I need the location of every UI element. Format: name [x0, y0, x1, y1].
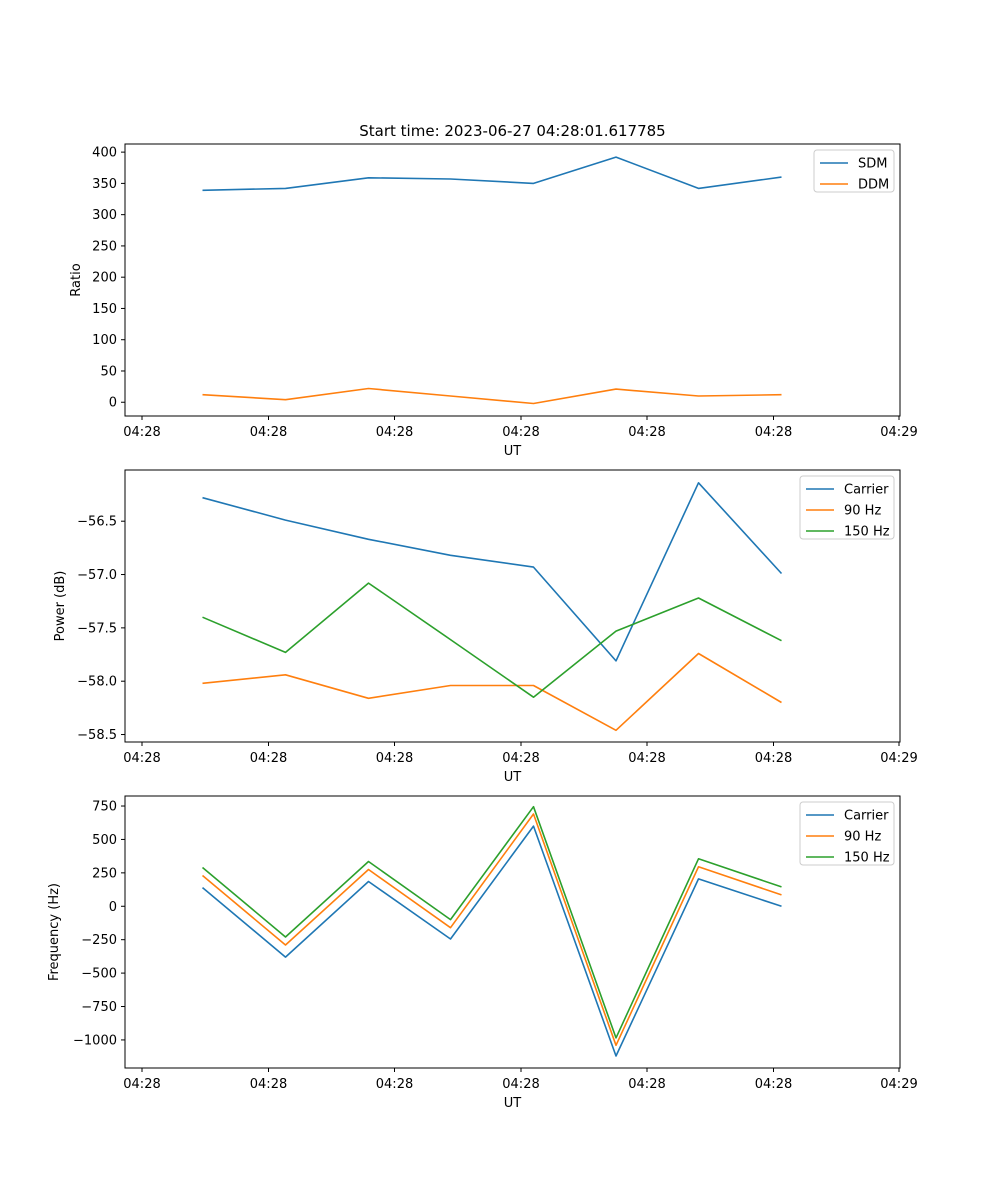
y-tick-label: 200 — [92, 271, 117, 286]
series-line — [202, 652, 782, 732]
y-tick-label: −58.0 — [77, 675, 117, 690]
y-axis-label: Power (dB) — [53, 571, 68, 642]
x-tick-label: 04:28 — [376, 751, 413, 766]
legend-label: 90 Hz — [844, 504, 881, 519]
y-tick-label: 250 — [92, 239, 117, 254]
legend-label: 150 Hz — [844, 525, 890, 540]
y-tick-label: −57.0 — [77, 568, 117, 583]
x-tick-label: 04:28 — [123, 1077, 160, 1092]
x-tick-label: 04:28 — [376, 425, 413, 440]
legend-label: Carrier — [844, 809, 889, 824]
x-tick-label: 04:28 — [502, 1077, 539, 1092]
x-tick-label: 04:29 — [880, 751, 917, 766]
x-tick-label: 04:28 — [502, 751, 539, 766]
legend-box — [799, 801, 895, 866]
x-tick-label: 04:29 — [880, 1077, 917, 1092]
axes-frame — [124, 143, 901, 417]
axes-frame — [124, 469, 901, 743]
y-tick-label: 150 — [92, 302, 117, 317]
legend-box — [799, 475, 895, 540]
series-line — [202, 481, 783, 662]
series-line — [202, 387, 782, 405]
chart-panels: 04:28 04:28 04:28 04:28 04:28 04:28 04:29 0 50 10… — [47, 143, 918, 1111]
series-line — [201, 813, 782, 1047]
x-axis-label: UT — [504, 770, 522, 785]
x-tick-label: 04:28 — [755, 1077, 792, 1092]
legend-label: SDM — [858, 157, 887, 172]
y-tick-label: 350 — [92, 177, 117, 192]
y-tick-label: −750 — [81, 1000, 117, 1015]
legend-label: DDM — [858, 178, 889, 193]
y-tick-label: 100 — [92, 333, 117, 348]
y-axis-label: Frequency (Hz) — [47, 883, 62, 981]
y-tick-label: 250 — [92, 866, 117, 881]
axes-frame — [124, 795, 901, 1069]
chart-panel: 04:28 04:28 04:28 04:28 04:28 04:28 04:29 −58.5… — [53, 469, 918, 785]
x-tick-label: 04:28 — [250, 425, 287, 440]
y-tick-label: 500 — [92, 833, 117, 848]
y-tick-label: 0 — [109, 396, 117, 411]
y-tick-label: 400 — [92, 146, 117, 161]
y-tick-label: −58.5 — [77, 728, 117, 743]
y-tick-label: −250 — [81, 933, 117, 948]
x-tick-label: 04:28 — [628, 751, 665, 766]
x-tick-label: 04:28 — [628, 1077, 665, 1092]
x-tick-label: 04:28 — [755, 751, 792, 766]
chart-panel: 04:28 04:28 04:28 04:28 04:28 04:28 04:29 0 50 10… — [69, 143, 918, 459]
legend-box — [813, 149, 895, 193]
y-tick-label: −500 — [81, 967, 117, 982]
y-axis-label: Ratio — [69, 263, 84, 296]
legend-label: 150 Hz — [844, 851, 890, 866]
y-tick-label: −1000 — [73, 1033, 117, 1048]
series-line — [201, 805, 782, 1039]
x-axis-label: UT — [504, 1096, 522, 1111]
legend: Carrier 90 Hz 150 Hz — [799, 801, 895, 866]
legend-label: 90 Hz — [844, 830, 881, 845]
x-tick-label: 04:28 — [376, 1077, 413, 1092]
legend: SDM DDM — [813, 149, 895, 193]
x-tick-label: 04:29 — [880, 425, 917, 440]
y-tick-label: 50 — [100, 364, 117, 379]
y-tick-label: −56.5 — [77, 515, 117, 530]
x-axis-label: UT — [504, 444, 522, 459]
x-tick-label: 04:28 — [755, 425, 792, 440]
y-tick-label: −57.5 — [77, 621, 117, 636]
chart-panel: 04:28 04:28 04:28 04:28 04:28 04:28 04:29 −1000… — [47, 795, 918, 1111]
x-tick-label: 04:28 — [123, 425, 160, 440]
series-line — [201, 825, 782, 1057]
x-tick-label: 04:28 — [628, 425, 665, 440]
legend: Carrier 90 Hz 150 Hz — [799, 475, 895, 540]
series-line — [202, 582, 782, 699]
x-tick-label: 04:28 — [123, 751, 160, 766]
y-tick-label: 750 — [92, 800, 117, 815]
series-line — [202, 156, 782, 192]
y-tick-label: 300 — [92, 208, 117, 223]
y-tick-label: 0 — [109, 900, 117, 915]
x-tick-label: 04:28 — [502, 425, 539, 440]
x-tick-label: 04:28 — [250, 751, 287, 766]
legend-label: Carrier — [844, 483, 889, 498]
figure-title: Start time: 2023-06-27 04:28:01.617785 — [359, 122, 665, 140]
x-tick-label: 04:28 — [250, 1077, 287, 1092]
